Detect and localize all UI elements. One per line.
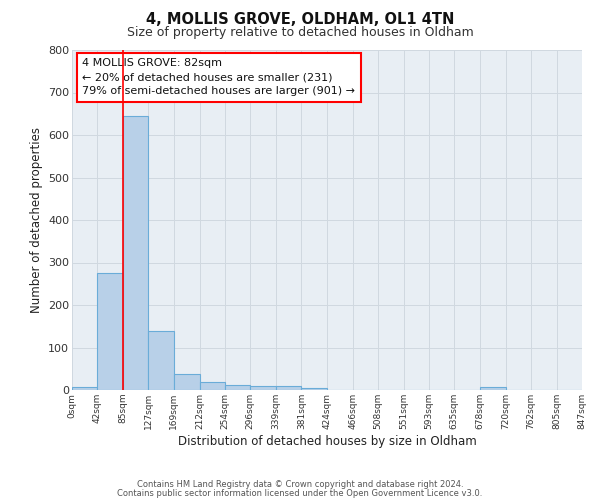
Y-axis label: Number of detached properties: Number of detached properties (29, 127, 43, 313)
Bar (301, 388, 328, 390)
Bar (480, 386, 506, 390)
Bar (200, 382, 225, 390)
Bar (174, 374, 200, 390)
Text: 4 MOLLIS GROVE: 82sqm
← 20% of detached houses are smaller (231)
79% of semi-det: 4 MOLLIS GROVE: 82sqm ← 20% of detached … (82, 58, 355, 96)
Text: Contains public sector information licensed under the Open Government Licence v3: Contains public sector information licen… (118, 488, 482, 498)
Bar (97, 273, 123, 390)
Text: 4, MOLLIS GROVE, OLDHAM, OL1 4TN: 4, MOLLIS GROVE, OLDHAM, OL1 4TN (146, 12, 454, 28)
Bar (123, 116, 148, 390)
Text: Size of property relative to detached houses in Oldham: Size of property relative to detached ho… (127, 26, 473, 39)
Text: Contains HM Land Registry data © Crown copyright and database right 2024.: Contains HM Land Registry data © Crown c… (137, 480, 463, 489)
Bar (276, 386, 301, 390)
Bar (225, 385, 250, 390)
Bar (148, 330, 174, 390)
Bar (72, 386, 97, 390)
X-axis label: Distribution of detached houses by size in Oldham: Distribution of detached houses by size … (178, 434, 476, 448)
Bar (250, 386, 276, 390)
